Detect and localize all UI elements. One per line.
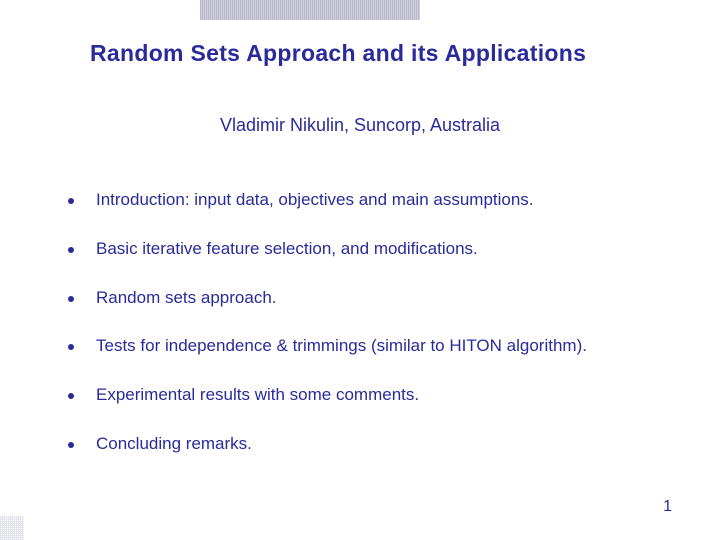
bullet-text: Concluding remarks.	[96, 432, 252, 456]
list-item: Concluding remarks.	[68, 432, 690, 456]
slide-subtitle: Vladimir Nikulin, Suncorp, Australia	[0, 115, 720, 136]
bullet-text: Basic iterative feature selection, and m…	[96, 237, 478, 261]
list-item: Experimental results with some comments.	[68, 383, 690, 407]
bullet-text: Random sets approach.	[96, 286, 277, 310]
slide-title: Random Sets Approach and its Application…	[90, 40, 700, 67]
bullet-icon	[68, 296, 74, 302]
bullet-icon	[68, 442, 74, 448]
bullet-icon	[68, 198, 74, 204]
bullet-text: Introduction: input data, objectives and…	[96, 188, 534, 212]
bullet-list: Introduction: input data, objectives and…	[68, 188, 690, 481]
list-item: Random sets approach.	[68, 286, 690, 310]
list-item: Introduction: input data, objectives and…	[68, 188, 690, 212]
bullet-text: Tests for independence & trimmings (simi…	[96, 334, 587, 358]
page-number: 1	[663, 498, 672, 516]
corner-decoration	[0, 0, 24, 540]
top-accent-bar	[200, 0, 420, 20]
bullet-icon	[68, 247, 74, 253]
bullet-icon	[68, 344, 74, 350]
bullet-text: Experimental results with some comments.	[96, 383, 419, 407]
list-item: Tests for independence & trimmings (simi…	[68, 334, 690, 358]
bullet-icon	[68, 393, 74, 399]
list-item: Basic iterative feature selection, and m…	[68, 237, 690, 261]
